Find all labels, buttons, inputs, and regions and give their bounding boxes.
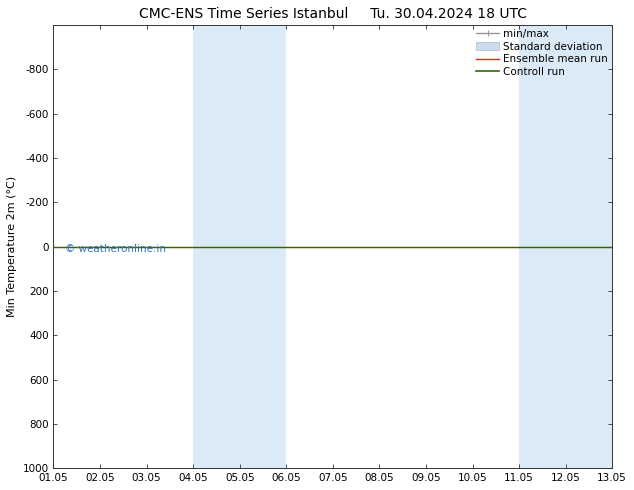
Text: © weatheronline.in: © weatheronline.in xyxy=(65,245,165,254)
Bar xyxy=(519,25,612,468)
Bar xyxy=(193,25,287,468)
Y-axis label: Min Temperature 2m (°C): Min Temperature 2m (°C) xyxy=(7,176,17,317)
Legend: min/max, Standard deviation, Ensemble mean run, Controll run: min/max, Standard deviation, Ensemble me… xyxy=(474,27,610,79)
Title: CMC-ENS Time Series Istanbul     Tu. 30.04.2024 18 UTC: CMC-ENS Time Series Istanbul Tu. 30.04.2… xyxy=(139,7,527,21)
